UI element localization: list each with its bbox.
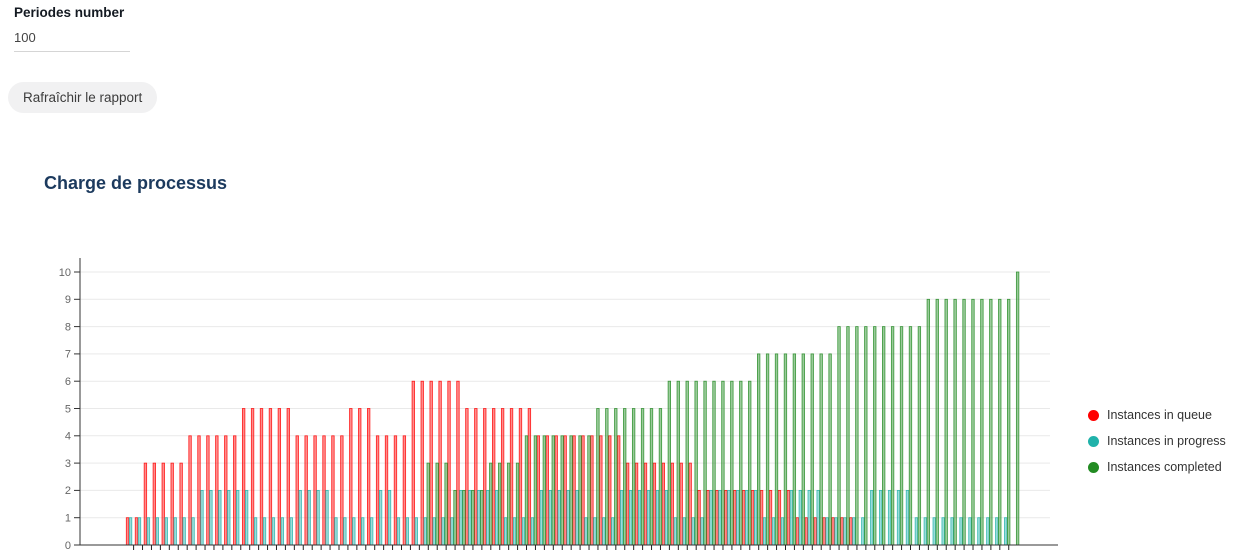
legend-item-instances-in-progress[interactable]: Instances in progress (1088, 434, 1226, 448)
legend-label-queue: Instances in queue (1107, 408, 1212, 422)
svg-text:10: 10 (59, 267, 71, 279)
bars-instances-in-progress (128, 489, 1008, 546)
completed-series-dot-icon (1088, 461, 1099, 473)
axes (79, 258, 1058, 546)
svg-text:1: 1 (65, 513, 71, 525)
bars-instances-completed (426, 271, 1020, 546)
legend-label-progress: Instances in progress (1107, 434, 1226, 448)
process-load-chart: 0 1 2 3 4 5 6 7 8 9 10 (59, 258, 1058, 552)
svg-text:6: 6 (65, 376, 71, 388)
y-axis-labels: 0 1 2 3 4 5 6 7 8 9 10 (59, 267, 80, 552)
legend-label-completed: Instances completed (1107, 460, 1222, 474)
svg-text:3: 3 (65, 458, 71, 470)
svg-text:8: 8 (65, 321, 71, 333)
periods-number-input[interactable] (14, 27, 130, 52)
progress-series-dot-icon (1088, 435, 1099, 447)
svg-text:7: 7 (65, 349, 71, 361)
grid-lines (80, 271, 1050, 519)
periods-number-label: Periodes number (14, 5, 125, 20)
chart-title: Charge de processus (44, 173, 228, 193)
svg-text:9: 9 (65, 294, 71, 306)
chart-legend: Instances in queue Instances in progress… (1088, 408, 1226, 486)
svg-text:4: 4 (65, 431, 71, 443)
svg-text:5: 5 (65, 403, 71, 415)
legend-item-instances-completed[interactable]: Instances completed (1088, 460, 1226, 474)
x-axis-ticks (133, 545, 1010, 550)
refresh-report-button[interactable]: Rafraîchir le rapport (8, 82, 158, 113)
svg-text:2: 2 (65, 485, 71, 497)
queue-series-dot-icon (1088, 409, 1099, 421)
svg-text:0: 0 (65, 540, 71, 552)
legend-item-instances-in-queue[interactable]: Instances in queue (1088, 408, 1226, 422)
